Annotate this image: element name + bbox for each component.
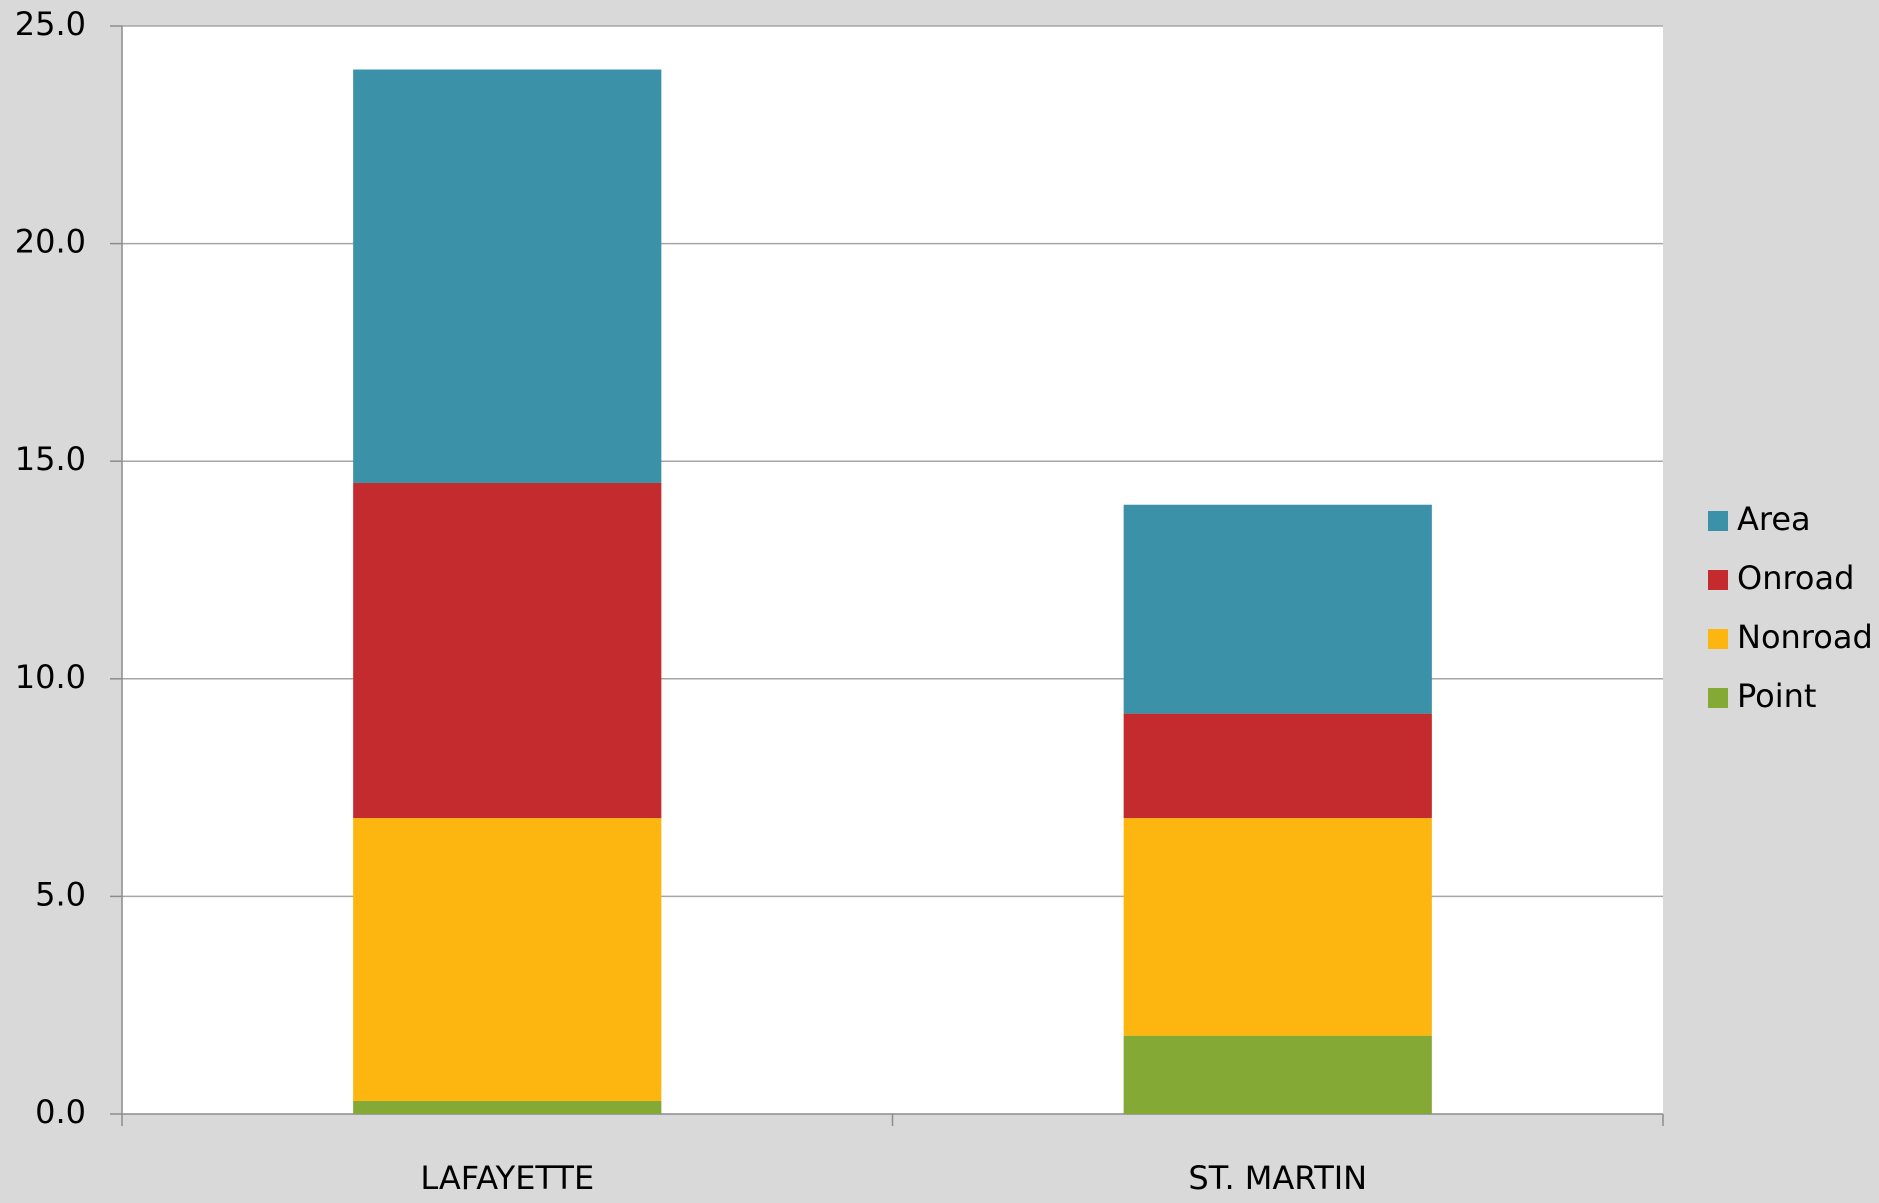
legend-swatch (1708, 629, 1728, 649)
legend-label: Onroad (1737, 559, 1854, 597)
legend-label: Point (1737, 677, 1816, 715)
y-tick-label: 15.0 (15, 440, 86, 478)
legend-label: Area (1737, 500, 1811, 538)
bar-segment (1123, 1035, 1432, 1114)
bar-segment (1123, 504, 1432, 714)
bar-segment (353, 482, 662, 819)
x-tick-label: ST. MARTIN (1188, 1159, 1367, 1197)
y-tick-label: 25.0 (15, 5, 86, 43)
bar-segment (353, 1100, 662, 1114)
y-tick-label: 5.0 (35, 875, 86, 913)
bar-segment (1123, 713, 1432, 819)
legend-swatch (1708, 570, 1728, 590)
legend-label: Nonroad (1737, 618, 1873, 656)
y-tick-label: 20.0 (15, 223, 86, 261)
bar-segment (353, 818, 662, 1101)
bar-segment (353, 69, 662, 483)
x-tick-label: LAFAYETTE (420, 1159, 594, 1197)
legend-swatch (1708, 511, 1728, 531)
y-tick-label: 10.0 (15, 658, 86, 696)
legend-swatch (1708, 688, 1728, 708)
bar-segment (1123, 818, 1432, 1036)
y-tick-label: 0.0 (35, 1093, 86, 1131)
